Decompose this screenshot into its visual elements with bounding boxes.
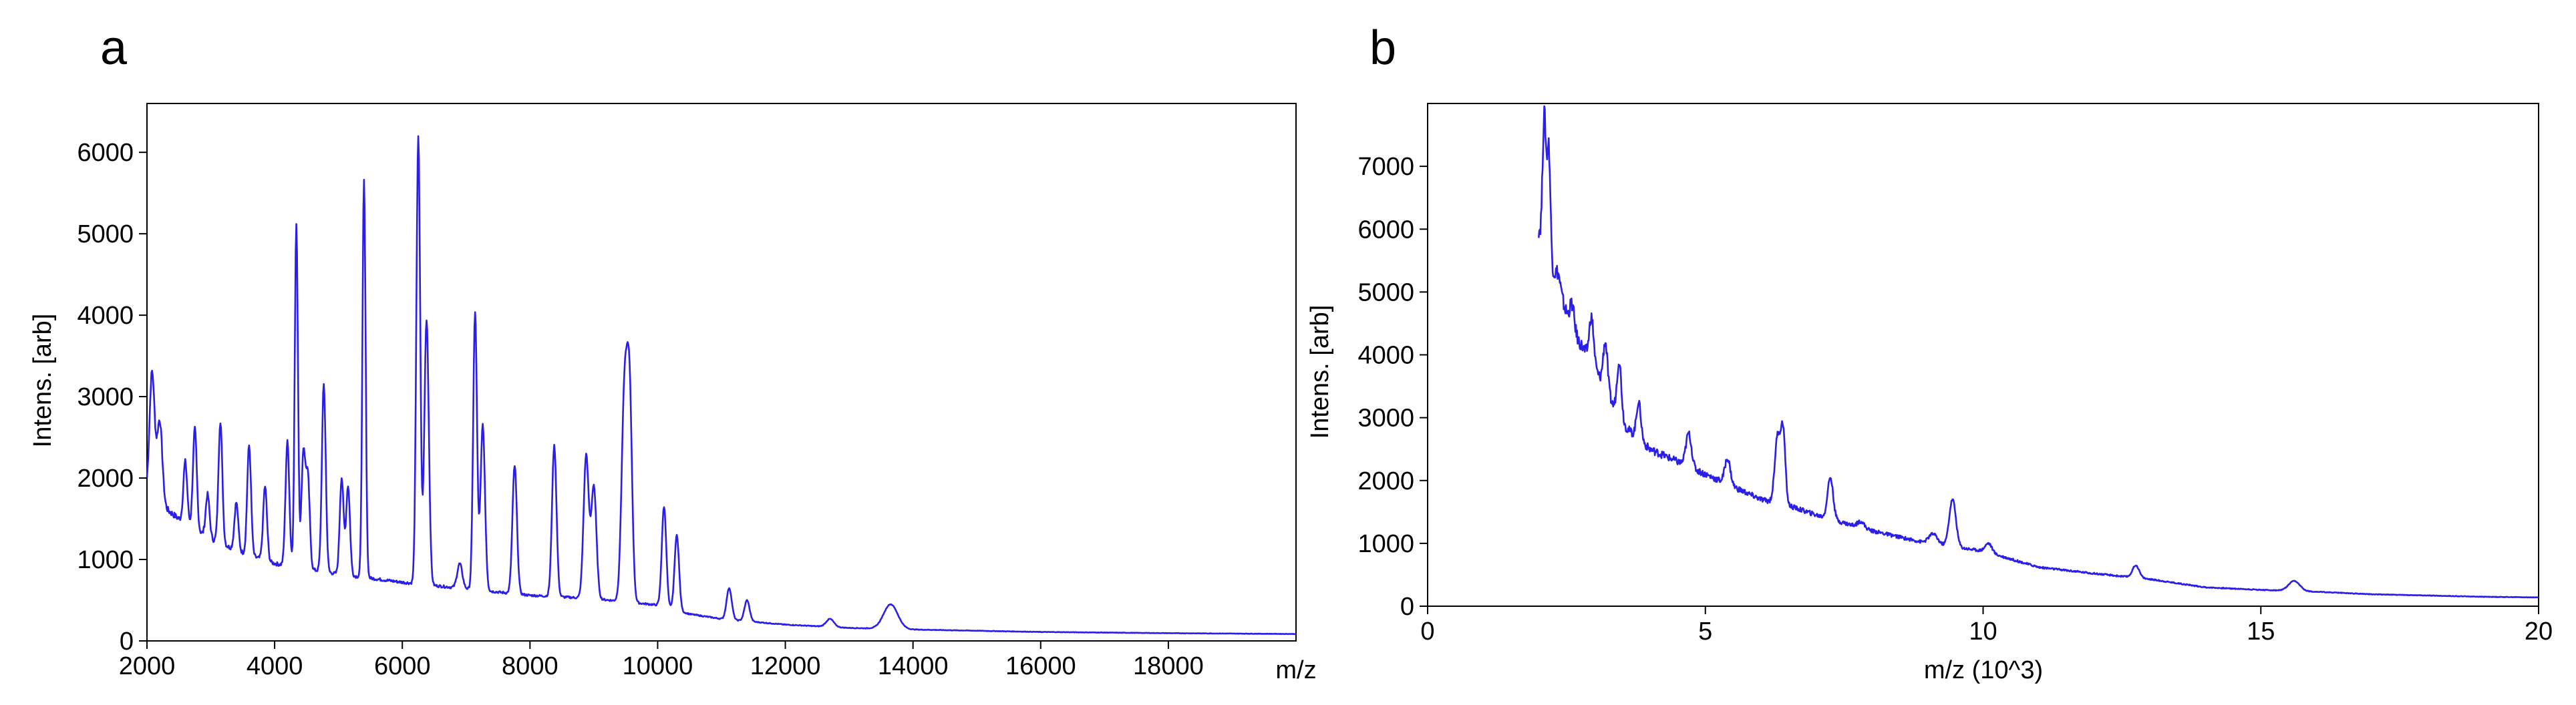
panel-letter-a: a	[100, 21, 128, 75]
spectrum-series-b	[1538, 105, 2539, 599]
panel-b: b Intens. [arb] m/z (10^3) 0 5 10 15 20 0 100…	[1306, 21, 2553, 684]
x-tick-label: 10000	[623, 652, 693, 680]
x-ticks-b: 0 5 10 15 20	[1420, 606, 2553, 646]
panel-a: a Intens. [arb] m/z 2000 4000 6000 8000 1000…	[29, 21, 1317, 684]
y-tick-label: 0	[120, 628, 134, 656]
x-tick-label: 20	[2525, 618, 2553, 646]
y-tick-label: 0	[1400, 593, 1414, 621]
y-tick-label: 6000	[77, 139, 134, 167]
y-tick-label: 3000	[1357, 405, 1414, 433]
y-tick-label: 3000	[77, 383, 134, 411]
y-tick-label: 1000	[77, 546, 134, 574]
y-tick-label: 7000	[1357, 153, 1414, 181]
x-tick-label: 5	[1698, 618, 1712, 646]
x-axis-title-b: m/z (10^3)	[1924, 656, 2043, 684]
y-tick-label: 6000	[1357, 216, 1414, 244]
x-tick-label: 16000	[1005, 652, 1076, 680]
x-tick-label: 2000	[119, 652, 176, 680]
x-tick-label: 6000	[374, 652, 431, 680]
y-axis-title-b: Intens. [arb]	[1306, 305, 1334, 439]
x-tick-label: 15	[2247, 618, 2275, 646]
y-tick-label: 5000	[1357, 278, 1414, 306]
y-ticks-a: 0 1000 2000 3000 4000 5000 6000	[77, 139, 147, 656]
x-axis-title-a: m/z	[1275, 656, 1316, 684]
panel-letter-b: b	[1370, 21, 1396, 75]
y-axis-title-a: Intens. [arb]	[29, 314, 57, 448]
spectrum-series-a	[146, 135, 1297, 636]
x-tick-label: 4000	[247, 652, 303, 680]
plot-frame-a	[146, 103, 1297, 642]
y-tick-label: 4000	[1357, 342, 1414, 370]
y-tick-label: 1000	[1357, 530, 1414, 558]
x-tick-label: 18000	[1133, 652, 1204, 680]
y-tick-label: 2000	[77, 465, 134, 493]
y-tick-label: 2000	[1357, 467, 1414, 495]
x-tick-label: 14000	[878, 652, 949, 680]
x-tick-label: 10	[1969, 618, 1997, 646]
x-tick-label: 8000	[502, 652, 558, 680]
y-tick-label: 4000	[77, 302, 134, 330]
y-tick-label: 5000	[77, 220, 134, 248]
x-tick-label: 0	[1420, 618, 1434, 646]
x-tick-label: 12000	[750, 652, 821, 680]
x-ticks-a: 2000 4000 6000 8000 10000 12000 14000 16000 1800…	[119, 641, 1204, 680]
y-ticks-b: 0 1000 2000 3000 4000 5000 6000 7000	[1357, 153, 1428, 621]
